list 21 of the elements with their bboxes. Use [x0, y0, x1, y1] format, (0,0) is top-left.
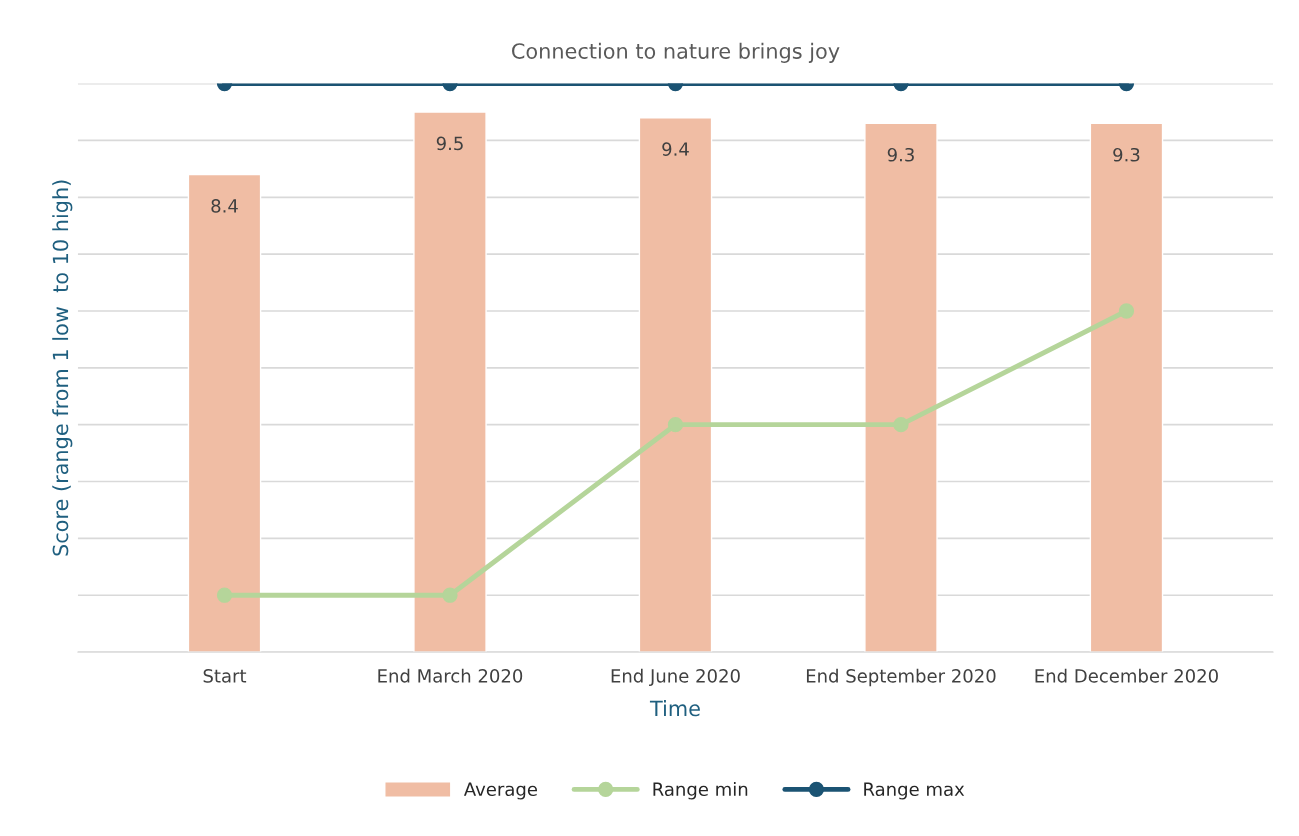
point [216, 587, 233, 603]
x-tick-label: End December 2020 [1035, 668, 1218, 683]
x-tick-label: Start [203, 669, 247, 683]
x-tick-label: End March 2020 [378, 668, 523, 683]
point [893, 417, 909, 433]
data-label: 9.4 [662, 142, 689, 156]
data-label: 9.5 [436, 136, 463, 151]
data-label: 8.4 [211, 199, 238, 213]
legend-label: Range min [653, 782, 748, 800]
point [667, 417, 684, 433]
legend-label: Range max [864, 782, 965, 800]
point [1118, 303, 1135, 319]
x-axis-title: Time [649, 700, 700, 717]
legend-label: Average [463, 782, 538, 800]
point [442, 587, 458, 603]
chart-title: Connection to nature brings joy [512, 42, 840, 63]
data-label: 9.3 [1113, 147, 1140, 162]
x-tick-label: End June 2020 [611, 668, 740, 687]
data-label: 9.3 [887, 147, 914, 162]
y-axis-title: Score (range from 1 low to 10 high) [52, 180, 73, 556]
x-tick-label: End September 2020 [806, 668, 996, 687]
